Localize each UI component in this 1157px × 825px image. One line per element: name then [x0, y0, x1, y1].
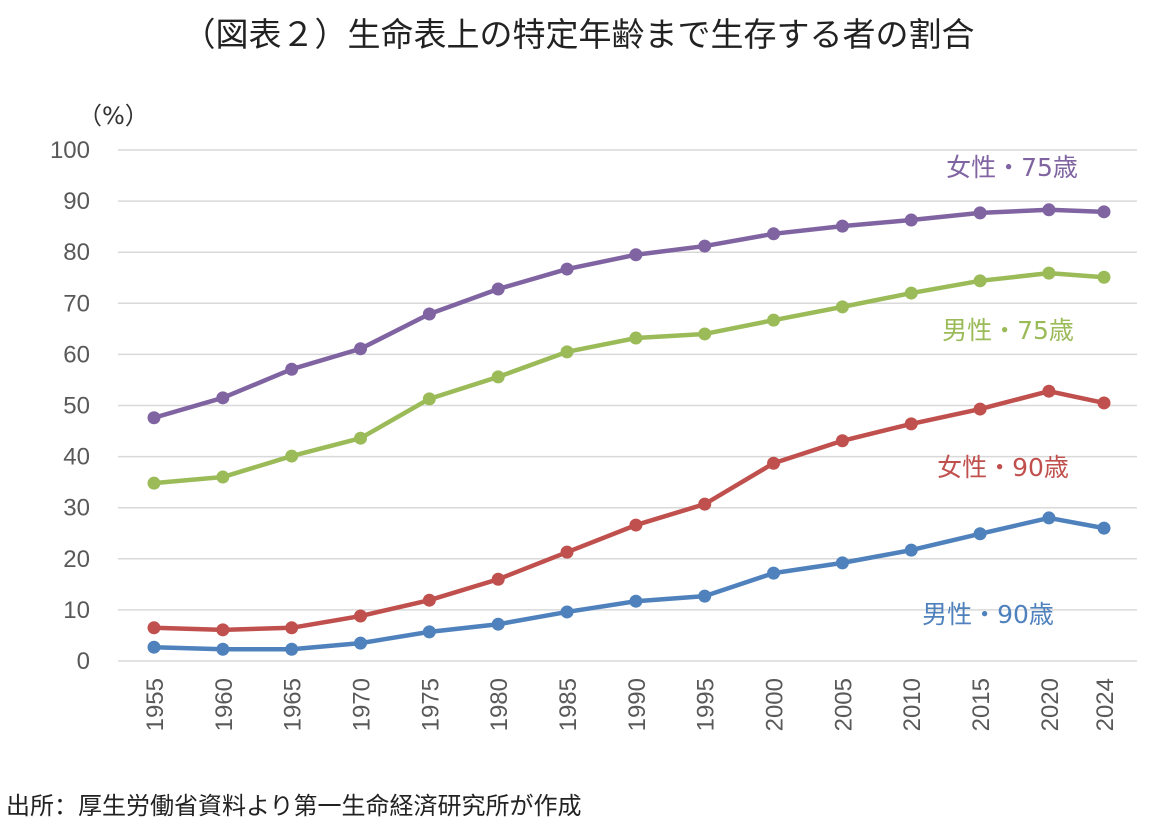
data-point — [216, 623, 230, 637]
data-point — [629, 248, 643, 262]
data-point — [629, 331, 643, 345]
x-tick-label: 2005 — [830, 678, 857, 731]
data-point — [904, 417, 918, 431]
data-point — [560, 345, 574, 359]
data-point — [285, 449, 299, 463]
data-point — [285, 621, 299, 635]
data-point — [422, 593, 436, 607]
data-point — [216, 391, 230, 405]
data-point — [1042, 266, 1056, 280]
x-tick-label: 1955 — [142, 678, 169, 731]
data-point — [904, 543, 918, 557]
data-point — [1042, 511, 1056, 525]
data-point — [835, 300, 849, 314]
data-point — [835, 219, 849, 233]
data-point — [422, 625, 436, 639]
y-tick-label: 40 — [63, 444, 90, 471]
data-point — [698, 327, 712, 341]
x-tick-label: 2000 — [762, 678, 789, 731]
data-point — [285, 362, 299, 376]
series-label: 男性・90歳 — [922, 600, 1054, 629]
data-point — [1097, 521, 1111, 535]
x-tick-label: 2015 — [968, 678, 995, 731]
y-tick-label: 70 — [63, 290, 90, 317]
series-label: 女性・75歳 — [946, 153, 1078, 182]
x-tick-label: 1965 — [280, 678, 307, 731]
y-tick-label: 60 — [63, 341, 90, 368]
data-point — [767, 456, 781, 470]
data-point — [629, 518, 643, 532]
x-tick-label: 1975 — [417, 678, 444, 731]
data-point — [560, 605, 574, 619]
data-point — [147, 621, 161, 635]
data-point — [147, 411, 161, 425]
data-point — [698, 239, 712, 253]
x-tick-label: 1970 — [349, 678, 376, 731]
y-tick-label: 20 — [63, 546, 90, 573]
data-point — [835, 556, 849, 570]
data-point — [354, 342, 368, 356]
y-tick-label: 80 — [63, 239, 90, 266]
y-tick-label: 0 — [77, 648, 90, 675]
data-point — [767, 566, 781, 580]
data-point — [629, 594, 643, 608]
data-point — [973, 527, 987, 541]
data-point — [904, 286, 918, 300]
chart-title: （図表２）生命表上の特定年齢まで生存する者の割合 — [182, 15, 975, 54]
y-axis-unit: （%） — [78, 102, 149, 130]
x-tick-label: 1990 — [624, 678, 651, 731]
data-point — [491, 572, 505, 586]
y-tick-label: 50 — [63, 393, 90, 420]
data-point — [1097, 396, 1111, 410]
data-point — [1097, 205, 1111, 219]
data-point — [354, 636, 368, 650]
data-point — [973, 402, 987, 416]
data-point — [1042, 203, 1056, 217]
data-point — [904, 213, 918, 227]
data-point — [354, 431, 368, 445]
x-tick-label: 1995 — [693, 678, 720, 731]
data-point — [1097, 270, 1111, 284]
series-label: 男性・75歳 — [942, 316, 1074, 345]
data-point — [491, 282, 505, 296]
x-tick-label: 1980 — [486, 678, 513, 731]
x-tick-label: 1960 — [211, 678, 238, 731]
series-label: 女性・90歳 — [937, 453, 1069, 482]
data-point — [835, 434, 849, 448]
data-point — [422, 307, 436, 321]
series-line — [153, 388, 1105, 633]
x-tick-label: 1985 — [555, 678, 582, 731]
data-point — [698, 497, 712, 511]
source-note: 出所：厚生労働省資料より第一生命経済研究所が作成 — [6, 792, 582, 820]
data-point — [216, 642, 230, 656]
data-point — [216, 470, 230, 484]
data-point — [491, 370, 505, 384]
data-point — [973, 274, 987, 288]
y-tick-label: 90 — [63, 188, 90, 215]
data-point — [491, 617, 505, 631]
y-tick-label: 100 — [50, 137, 90, 164]
data-point — [422, 392, 436, 406]
data-point — [147, 640, 161, 654]
x-tick-label: 2024 — [1092, 678, 1119, 731]
data-point — [973, 206, 987, 220]
data-point — [560, 262, 574, 276]
x-tick-label: 2010 — [899, 678, 926, 731]
series-line — [153, 270, 1105, 486]
data-point — [285, 642, 299, 656]
data-point — [354, 609, 368, 623]
y-tick-label: 30 — [63, 495, 90, 522]
x-tick-label: 2020 — [1037, 678, 1064, 731]
data-point — [698, 589, 712, 603]
data-point — [767, 313, 781, 327]
data-point — [560, 545, 574, 559]
y-tick-label: 10 — [63, 597, 90, 624]
data-point — [147, 476, 161, 490]
series-line — [153, 207, 1105, 420]
data-point — [767, 227, 781, 241]
data-point — [1042, 384, 1056, 398]
